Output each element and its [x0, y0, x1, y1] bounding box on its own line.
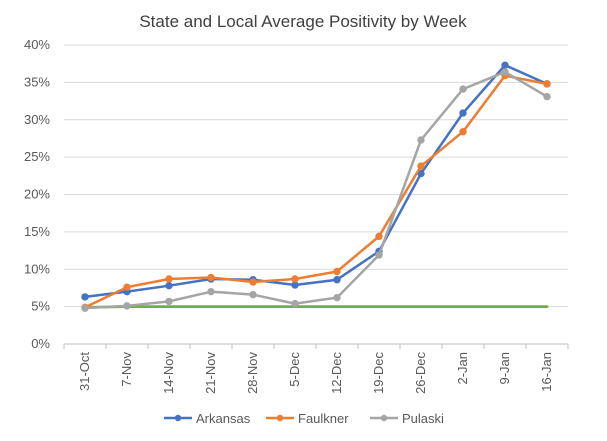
- data-point: [249, 290, 257, 299]
- data-point: [81, 293, 89, 301]
- x-tick-label: 7-Nov: [119, 352, 134, 387]
- series-line: [83, 305, 549, 309]
- series-reference-line: [83, 305, 549, 309]
- data-point: [81, 304, 89, 312]
- data-point: [375, 251, 383, 259]
- data-point: [249, 278, 257, 286]
- data-point: [165, 275, 173, 283]
- legend-item-pulaski: Pulaski: [370, 411, 444, 426]
- x-tick-label: 16-Jan: [539, 352, 554, 392]
- legend-label: Pulaski: [402, 411, 444, 426]
- series-lines: [81, 61, 551, 312]
- legend-item-faulkner: Faulkner: [266, 411, 349, 426]
- series-line: [83, 74, 549, 309]
- data-point: [291, 275, 299, 283]
- x-tick-label: 31-Oct: [77, 352, 92, 391]
- y-tick-label: 5%: [31, 299, 50, 314]
- y-tick-label: 40%: [24, 37, 50, 52]
- legend-label: Arkansas: [196, 411, 251, 426]
- data-point: [543, 80, 551, 88]
- data-point: [123, 283, 131, 291]
- x-axis-tick-labels: 31-Oct 7-Nov 14-Nov 21-Nov 28-Nov 5-Dec 12-Dec…: [63, 344, 569, 394]
- series-faulkner: [81, 71, 551, 312]
- series-line: [83, 70, 549, 310]
- data-point: [207, 273, 215, 282]
- data-point: [543, 92, 551, 101]
- data-point: [291, 281, 299, 289]
- legend-label: Faulkner: [298, 411, 349, 426]
- data-point: [165, 297, 173, 306]
- y-axis-tick-labels: 0% 5% 10% 15% 20% 25% 30% 35% 40%: [24, 37, 50, 351]
- data-point: [333, 293, 341, 302]
- data-point: [501, 68, 509, 76]
- series-line: [83, 63, 549, 299]
- data-point: [417, 136, 425, 144]
- data-point: [165, 281, 173, 290]
- x-tick-label: 19-Dec: [371, 352, 386, 394]
- chart-title: State and Local Average Positivity by We…: [139, 12, 467, 31]
- data-point: [123, 302, 131, 310]
- legend-swatch-marker: [276, 414, 284, 422]
- y-tick-label: 25%: [24, 149, 50, 164]
- data-point: [333, 276, 341, 284]
- x-tick-label: 28-Nov: [245, 352, 260, 394]
- data-point: [459, 85, 467, 93]
- data-point: [291, 299, 299, 308]
- legend-swatch-marker: [380, 414, 388, 422]
- data-point: [459, 128, 467, 136]
- y-tick-label: 10%: [24, 261, 50, 276]
- data-point: [333, 267, 341, 276]
- data-point: [375, 232, 383, 241]
- x-tick-label: 26-Dec: [413, 352, 428, 394]
- data-point: [459, 109, 467, 117]
- y-tick-label: 30%: [24, 112, 50, 127]
- data-point: [207, 287, 215, 296]
- series-pulaski: [81, 68, 551, 312]
- x-tick-label: 12-Dec: [329, 352, 344, 394]
- x-tick-label: 14-Nov: [161, 352, 176, 394]
- y-tick-label: 15%: [24, 224, 50, 239]
- legend-swatch-marker: [174, 414, 182, 422]
- y-tick-label: 35%: [24, 74, 50, 89]
- legend-item-arkansas: Arkansas: [164, 411, 251, 426]
- x-tick-label: 5-Dec: [287, 352, 302, 387]
- y-tick-label: 0%: [31, 336, 50, 351]
- data-point: [417, 162, 425, 170]
- legend: Arkansas Faulkner Pulaski: [164, 411, 444, 426]
- data-point: [501, 61, 509, 69]
- x-tick-label: 2-Jan: [455, 352, 470, 385]
- x-tick-label: 21-Nov: [203, 352, 218, 394]
- y-tick-label: 20%: [24, 187, 50, 202]
- x-tick-label: 9-Jan: [497, 352, 512, 385]
